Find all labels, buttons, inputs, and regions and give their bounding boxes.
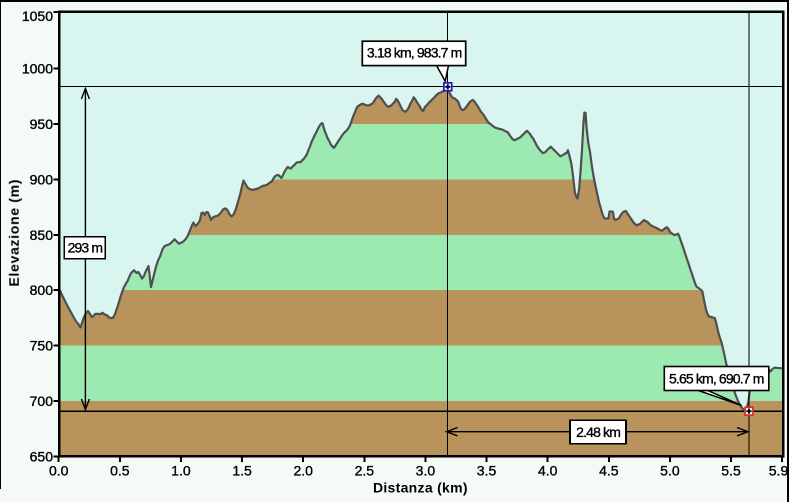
svg-text:650: 650: [30, 449, 54, 465]
svg-text:850: 850: [30, 227, 54, 243]
svg-text:5.9: 5.9: [769, 463, 789, 479]
svg-text:3.5: 3.5: [477, 463, 497, 479]
svg-text:Distanza (km): Distanza (km): [373, 480, 468, 496]
svg-text:2.5: 2.5: [355, 463, 375, 479]
svg-text:4.0: 4.0: [538, 463, 558, 479]
svg-text:700: 700: [30, 393, 54, 409]
svg-text:1.0: 1.0: [171, 463, 191, 479]
svg-text:2.0: 2.0: [293, 463, 313, 479]
svg-text:5.0: 5.0: [660, 463, 680, 479]
svg-text:900: 900: [30, 171, 54, 187]
svg-text:5.65 km, 690.7 m: 5.65 km, 690.7 m: [669, 371, 764, 387]
svg-text:3.18 km, 983.7 m: 3.18 km, 983.7 m: [367, 44, 462, 60]
svg-text:1.5: 1.5: [232, 463, 252, 479]
svg-text:1000: 1000: [22, 61, 53, 77]
svg-text:4.5: 4.5: [599, 463, 619, 479]
svg-text:800: 800: [30, 282, 54, 298]
svg-text:0.5: 0.5: [110, 463, 130, 479]
svg-text:950: 950: [30, 116, 54, 132]
svg-text:Elevazione (m): Elevazione (m): [6, 179, 22, 287]
svg-text:3.0: 3.0: [416, 463, 436, 479]
svg-text:1050: 1050: [22, 8, 53, 24]
svg-text:5.5: 5.5: [721, 463, 741, 479]
svg-text:293 m: 293 m: [68, 240, 103, 256]
svg-text:0.0: 0.0: [49, 463, 69, 479]
svg-text:2.48 km: 2.48 km: [576, 424, 620, 440]
svg-text:750: 750: [30, 338, 54, 354]
